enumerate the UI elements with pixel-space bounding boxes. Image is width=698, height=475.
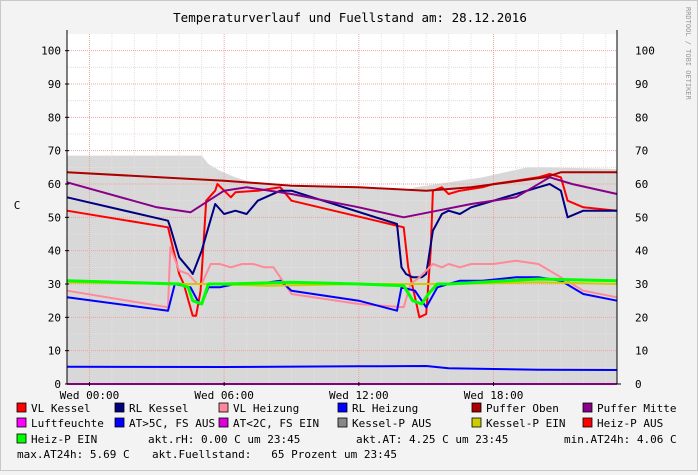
legend-swatch [16,433,27,444]
stat-at: akt.AT: 4.25 C um 23:45 [356,433,508,446]
y-tick-label: 100 [41,45,61,58]
legend-label: Luftfeuchte [31,417,104,430]
y-tick-label-right: 20 [635,311,648,324]
y-tick-label-right: 0 [635,378,642,391]
y-tick-label-right: 30 [635,278,648,291]
stat-rh: akt.rH: 0.00 C um 23:45 [148,433,300,446]
legend-label: Puffer Mitte [597,402,676,415]
legend-swatch [16,402,27,413]
y-tick-label: 30 [48,278,61,291]
legend-swatch [16,417,27,428]
y-tick-label-right: 10 [635,345,648,358]
fuellstand-area [67,155,617,384]
legend-swatch [218,402,229,413]
y-tick-label-right: 100 [635,45,655,58]
legend-label: RL Heizung [352,402,418,415]
y-tick-label-right: 50 [635,211,648,224]
y-tick-label: 10 [48,345,61,358]
legend-label: AT>5C, FS AUS [129,417,215,430]
legend-label: VL Kessel [31,402,91,415]
y-axis-label: C [14,199,21,212]
legend-swatch [471,402,482,413]
series-line-at-aussentemperatur [66,365,618,371]
stat-min: min.AT24h: 4.06 C [564,433,677,446]
y-tick-label: 50 [48,211,61,224]
legend-swatch [471,417,482,428]
y-tick-label-right: 60 [635,178,648,191]
x-tick-label: Wed 12:00 [329,389,389,402]
legend: VL Kessel RL Kessel VL Heizung RL Heizung Pu… [16,402,676,446]
legend-label: Heiz-P EIN [31,433,97,446]
legend-label: Kessel-P EIN [486,417,565,430]
legend-swatch [218,417,229,428]
legend-swatch [337,417,348,428]
legend-label: Heiz-P AUS [597,417,663,430]
x-tick-label: Wed 06:00 [194,389,254,402]
chart-title: Temperaturverlauf und Fuellstand am: 28.… [173,10,527,25]
y-tick-label: 20 [48,311,61,324]
series-line-puffer-oben [66,171,617,192]
y-tick-label-right: 90 [635,78,648,91]
y-tick-label: 80 [48,111,61,124]
series-line-puffer-mitte [66,176,618,219]
y-tick-label-right: 70 [635,145,648,158]
watermark: RRDTOOL / TOBI OETIKER [684,7,692,101]
series-line-heiz-p-ein [66,277,618,306]
legend-label: Puffer Oben [486,402,559,415]
legend-label: VL Heizung [233,402,299,415]
legend-swatch [114,417,125,428]
legend-label: RL Kessel [129,402,189,415]
y-tick-label: 90 [48,78,61,91]
stat-max: max.AT24h: 5.69 C [17,448,130,461]
legend-swatch [337,402,348,413]
y-tick-label: 60 [48,178,61,191]
y-tick-label: 70 [48,145,61,158]
stat-fuellstand: akt.Fuellstand: 65 Prozent um 23:45 [152,448,397,461]
y-tick-label: 40 [48,245,61,258]
x-tick-label: Wed 00:00 [60,389,120,402]
x-tick-label: Wed 18:00 [464,389,524,402]
y-tick-label-right: 40 [635,245,648,258]
legend-swatch [114,402,125,413]
plot-area: 0 0 10 10 20 20 30 30 40 40 50 50 60 60 70 70 80 80 90 90 10… [41,30,655,402]
legend-label: AT<2C, FS EIN [233,417,319,430]
y-tick-label: 0 [54,378,61,391]
y-tick-label-right: 80 [635,111,648,124]
legend-swatch [582,417,593,428]
legend-label: Kessel-P AUS [352,417,431,430]
legend-swatch [582,402,593,413]
